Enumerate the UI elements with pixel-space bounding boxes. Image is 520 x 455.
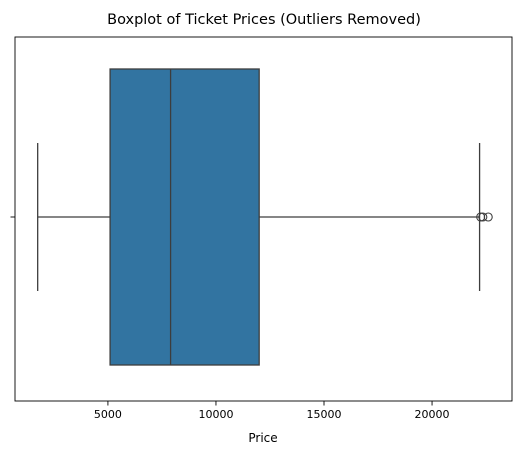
plot-area	[37, 68, 493, 366]
iqr-box	[109, 68, 260, 366]
x-tick-label: 20000	[415, 408, 450, 421]
x-tick-label: 10000	[198, 408, 233, 421]
outlier-point	[478, 212, 488, 222]
chart-title: Boxplot of Ticket Prices (Outliers Remov…	[107, 12, 421, 28]
axes-frame	[14, 36, 513, 402]
x-tick-label: 5000	[94, 408, 122, 421]
x-tick-label: 15000	[307, 408, 342, 421]
x-axis-label: Price	[248, 431, 277, 445]
outlier-point	[483, 212, 493, 222]
x-axis: 5000 10000 15000 20000	[94, 401, 450, 421]
